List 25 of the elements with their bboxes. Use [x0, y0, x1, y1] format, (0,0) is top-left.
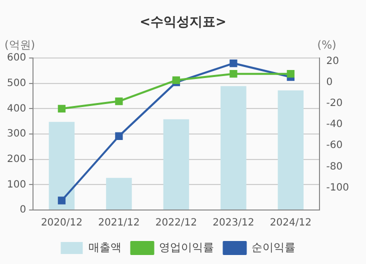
y-tick-label: 400 [6, 103, 26, 114]
y-tick-label: 200 [6, 154, 26, 165]
y2-tick-label: -40 [326, 119, 343, 130]
y2-tick-label: -60 [326, 140, 343, 152]
y-tick-label: 100 [6, 179, 26, 190]
y2-tick-label: 0 [326, 76, 333, 88]
y2-tick-label: -80 [326, 161, 343, 172]
y-tick-label: 300 [6, 128, 26, 140]
y-axis-title: (억원) [4, 38, 36, 52]
x-tick-label: 2020/12 [40, 218, 82, 229]
y-tick-label: 600 [6, 52, 26, 64]
y-tick-label: 0 [20, 204, 26, 216]
chart-title: <수익성지표> [138, 14, 228, 32]
y2-tick-label: 20 [326, 56, 340, 67]
y2-tick-label: -100 [326, 182, 350, 194]
legend-label: 순이익률 [251, 240, 296, 254]
x-tick-label: 2023/12 [212, 218, 254, 229]
y2-tick-label: -20 [326, 98, 343, 109]
legend-label: 영업이익률 [158, 240, 214, 254]
y-tick-label: 500 [6, 78, 26, 89]
x-tick-label: 2024/12 [270, 218, 312, 229]
y2-axis-title: (%) [317, 38, 336, 52]
x-tick-label: 2021/12 [98, 218, 140, 229]
x-tick-label: 2022/12 [155, 218, 197, 229]
legend-label: 매출액 [88, 240, 122, 254]
